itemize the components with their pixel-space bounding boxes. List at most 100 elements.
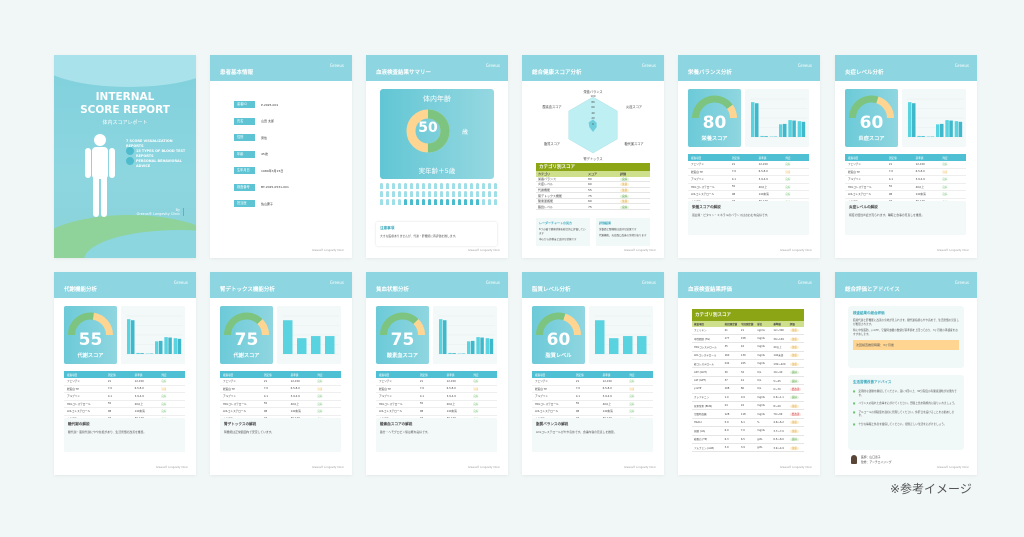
text-label: LDLコレステロール [223, 410, 247, 414]
patient-info-page[interactable]: 患者基本情報 Greeus 患者ID P-2025-001 氏名 山田 太郎 性別 男性 年齢 4… [210, 55, 352, 258]
cover-feature: PERSONAL BEHAVIORAL ADVICE [136, 159, 182, 168]
person-icon [440, 183, 443, 189]
table-row: 総蛋白 TP 7.0 6.5-8.0 注意 [845, 169, 966, 176]
chart-bar [439, 319, 443, 354]
text-label: 良好 [317, 402, 323, 406]
person-icon [410, 183, 413, 189]
text-label: 40以上 [290, 402, 300, 406]
table-row: フェリチン 21 12-150 良好 [688, 161, 809, 169]
person-icon [410, 191, 413, 197]
text-label: 160 [724, 353, 730, 357]
text-label: 注意 [785, 170, 791, 174]
explanation-box: 栄養スコアの解説 蛋白質・ビタミン・ミネラルのバランスはおおむね良好です。 [688, 201, 809, 235]
text-label: 6.5-8.0 [446, 387, 456, 391]
chart-bar [783, 123, 787, 137]
text-label: 炎症レベル [538, 182, 554, 187]
text-label: 12-150 [915, 162, 925, 166]
page-title: 貧血状態分析 [376, 287, 410, 293]
text-label: アルコールの摂取量を適切に管理してください。休肝日を設けることをお勧めします。 [858, 410, 955, 418]
chart-bar [177, 338, 182, 354]
blood-results-page[interactable]: 血液検査結果評価 Greeus カテゴリ別スコア 検査項目 前回測定値 今回測定値 単位 基準… [678, 272, 820, 475]
radar-page[interactable]: 総合健康スコア分析 Greeus 栄養バランス 炎症スコア 糖代謝スコア 腎デトックス 脂質… [522, 55, 664, 258]
text-label: HDLコレステロール [691, 185, 715, 189]
text-label: 基準値 [134, 373, 143, 377]
text-label: 良好 [942, 193, 948, 197]
text-label: 判定 [317, 373, 323, 377]
text-label: 4.1 [107, 394, 113, 398]
page-title: 腎デトックス機能分析 [220, 287, 275, 293]
score-gauge [380, 312, 425, 336]
text-label: 1980年3月15日 [261, 168, 284, 173]
text-label: 空腹時血糖 [694, 413, 707, 417]
score-gauge [68, 312, 113, 336]
table-row: LDLコレステロール 98 140未満 良好 [220, 408, 341, 416]
text-label: 良好 [629, 402, 635, 406]
score-page[interactable]: 代謝機能分析 Greeus 55 代謝スコア 検査項目 測定値 基準値 判定 フェリチン 21… [54, 272, 196, 475]
patient-field: 年齢 45歳 [234, 150, 268, 158]
page-footer: Greeus® Longevity Clinic [468, 466, 500, 469]
text-label: 酸素血スコアの解説 [380, 422, 413, 426]
page-title: 炎症レベル分析 [845, 70, 884, 76]
score-page[interactable]: 栄養バランス分析 Greeus 80 栄養スコア 検査項目 測定値 基準値 判定 フェリチン… [678, 55, 820, 258]
text-label: 1.0 [724, 395, 729, 399]
text-label: 検査項目 [379, 373, 390, 377]
score-value: 80 [702, 113, 727, 133]
person-icon [422, 199, 425, 205]
cover-page[interactable]: INTERNAL SCORE REPORT 体内スコアレポート 7 SCORE V… [54, 55, 196, 258]
bar-chart [433, 306, 497, 364]
table-row: ALT (GPT) 37 41 U/L 5〜45 良好 [692, 377, 804, 386]
text-label: 良好 [785, 178, 791, 182]
score-gauge [849, 95, 894, 119]
status-badge: 良好 [620, 194, 630, 198]
table-row: 中性脂肪 (TG) 177 158 mg/dL 30〜149 注意 [692, 335, 804, 344]
table-row: 栄養バランス 80 良好 [536, 177, 650, 183]
text-label: 患者ID [234, 101, 255, 108]
text-label: 21 [263, 379, 268, 383]
person-icon [398, 191, 401, 197]
blood-result-table: カテゴリ別スコア 検査項目 前回測定値 今回測定値 単位 基準値 評価 フェリチン 21 21 ng… [692, 309, 804, 453]
page-header: 総合健康スコア分析 Greeus [522, 55, 664, 81]
body-age-label: 体内年齢 [423, 95, 451, 103]
advice-page[interactable]: 総合評価とアドバイス Greeus 検査結果の総合評価 脂質代謝と肝機能に改善の余地… [835, 272, 977, 475]
table-row: アルブミン 4.1 3.9-4.9 良好 [376, 393, 497, 401]
person-icon [434, 191, 437, 197]
person-icon [404, 183, 407, 189]
text-label: 総蛋白 TP [535, 387, 547, 391]
text-label: 検査項目 [848, 156, 859, 160]
score-value: 75 [390, 330, 415, 350]
status-badge: 注意 [789, 337, 799, 341]
patient-field: 検査番号 BT-2025-0531-001 [234, 183, 289, 191]
text-label: 140未満 [773, 354, 784, 358]
text-label: 総蛋白 TP [691, 170, 703, 174]
text-label: 基準値 [446, 373, 455, 377]
table-row: フェリチン 21 12-150 良好 [376, 378, 497, 386]
chart-bar [311, 336, 321, 354]
text-label: 腎デトックス機能 [538, 193, 562, 198]
summary-page[interactable]: 血液検査結果サマリー Greeus 体内年齢 50 歳 実年齢＋5歳 注意事項 大き… [366, 55, 508, 258]
text-label: 良好 [473, 380, 479, 384]
table-row: クレアチニン 1.0 0.9 mg/dL 0.6〜1.1 良好 [692, 394, 804, 403]
text-label: 5〜45 [773, 379, 781, 383]
text-label: HDLコレステロール [379, 402, 403, 406]
person-icon [482, 191, 485, 197]
score-page[interactable]: 脂質レベル分析 Greeus 60 脂質レベル 検査項目 測定値 基準値 判定 フェリチン 2… [522, 272, 664, 475]
table-row: 総蛋白 (TP) 6.3 6.5 g/dL 6.5〜8.0 良好 [692, 436, 804, 444]
chart-bar [325, 336, 335, 354]
text-label: 総蛋白 (TP) [694, 438, 708, 442]
text-label: 6.5-8.0 [290, 387, 300, 391]
chart-bar [609, 338, 619, 354]
text-label: 良好 [317, 410, 323, 414]
table-row: HDLコレステロール 55 40以上 良好 [845, 184, 966, 191]
score-page[interactable]: 炎症レベル分析 Greeus 60 炎症スコア 検査項目 測定値 基準値 判定 フェリチン 2… [835, 55, 977, 258]
score-page[interactable]: 貧血状態分析 Greeus 75 酸素血スコア 検査項目 測定値 基準値 判定 フェリチン 2… [366, 272, 508, 475]
score-page[interactable]: 腎デトックス機能分析 Greeus 75 代謝スコア 検査項目 測定値 基準値 判定 フェリ… [210, 272, 352, 475]
chart-bar [159, 340, 163, 354]
status-badge: 注意 [789, 446, 799, 450]
chart-bar [637, 336, 647, 354]
chart-bar [623, 336, 633, 354]
radar-tick: 60 [591, 106, 595, 110]
text-label: 良好 [161, 402, 167, 406]
text-label: 特に中性脂肪、γ-GTP、空腹時血糖の数値が基準値を上回っており、3ヶ月後の再検… [853, 329, 958, 336]
page-title: 脂質レベル分析 [532, 287, 571, 293]
text-label: 4.1 [419, 394, 425, 398]
